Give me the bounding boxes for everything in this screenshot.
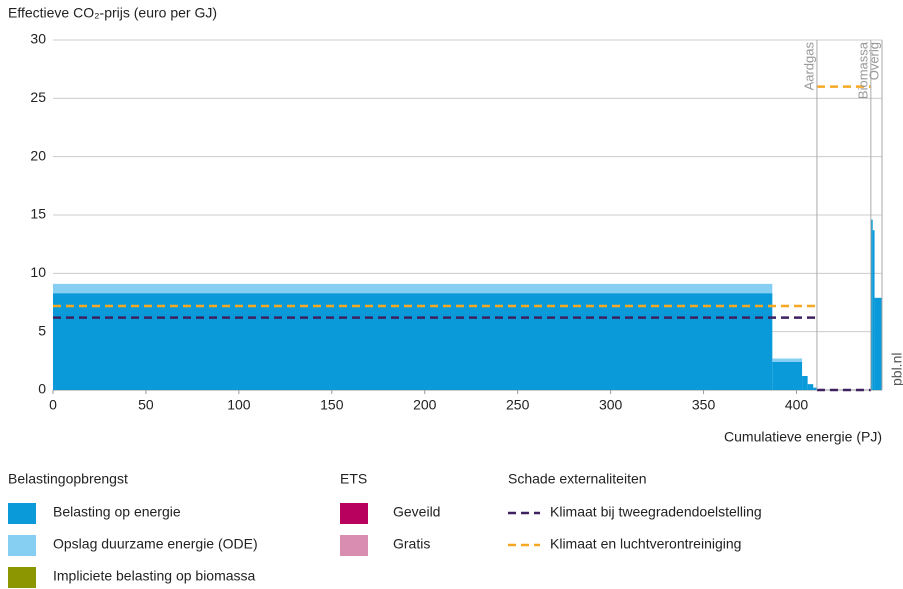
x-tick-label: 150 [320, 397, 344, 413]
bar-segment [813, 387, 817, 390]
legend-swatch [8, 535, 36, 556]
legend-swatch [340, 503, 368, 524]
legend-label: Opslag duurzame energie (ODE) [53, 536, 258, 552]
bar-segment [772, 362, 803, 390]
bar-segment [772, 358, 803, 362]
y-tick-label: 20 [30, 147, 46, 163]
sector-label: Overig [866, 42, 881, 80]
x-tick-label: 300 [599, 397, 623, 413]
legend-swatch [8, 503, 36, 524]
legend-title: Schade externaliteiten [508, 471, 647, 487]
sector-label: Biomassa [855, 41, 870, 99]
y-tick-label: 15 [30, 206, 46, 222]
y-tick-label: 30 [30, 31, 46, 47]
x-tick-label: 200 [413, 397, 437, 413]
x-tick-label: 50 [138, 397, 154, 413]
legend-label: Gratis [393, 536, 430, 552]
legend-swatch [340, 535, 368, 556]
x-tick-label: 350 [692, 397, 716, 413]
legend-title: Belastingopbrengst [8, 471, 128, 487]
legend-label: Impliciete belasting op biomassa [53, 568, 256, 584]
legend-label: Klimaat bij tweegradendoelstelling [550, 504, 762, 520]
source: pbl.nl [889, 353, 903, 386]
legend-title: ETS [340, 471, 367, 487]
x-axis-title: Cumulatieve energie (PJ) [724, 429, 882, 445]
legend-label: Geveild [393, 504, 440, 520]
bar-segment [874, 297, 882, 390]
y-tick-label: 25 [30, 89, 46, 105]
bar-segment [53, 283, 773, 294]
sector-label: Aardgas [801, 42, 816, 91]
legend-label: Belasting op energie [53, 504, 181, 520]
legend-swatch [8, 567, 36, 588]
x-tick-label: 100 [227, 397, 251, 413]
x-tick-label: 0 [49, 397, 57, 413]
x-tick-label: 400 [785, 397, 809, 413]
bar-segment [807, 384, 814, 390]
y-tick-label: 10 [30, 264, 46, 280]
bar-segment [53, 293, 773, 390]
x-tick-label: 250 [506, 397, 530, 413]
bar-segment [870, 219, 873, 390]
y-tick-label: 0 [38, 381, 46, 397]
y-tick-label: 5 [38, 322, 46, 338]
y-axis-title: Effectieve CO₂-prijs (euro per GJ) [8, 5, 217, 21]
legend-label: Klimaat en luchtverontreiniging [550, 536, 741, 552]
bar-segment [872, 230, 875, 390]
bar-segment [802, 376, 808, 390]
